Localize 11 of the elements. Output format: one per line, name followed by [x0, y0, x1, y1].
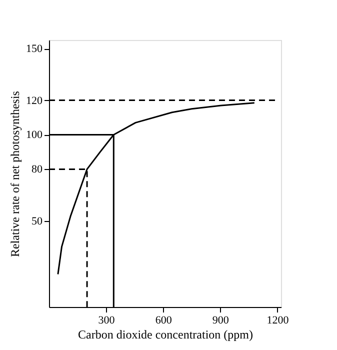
x-tick-label: 600	[155, 314, 172, 326]
y-axis-title: Relative rate of net photosynthesis	[8, 90, 22, 257]
x-tick-label: 1200	[266, 314, 290, 326]
y-tick-label: 80	[32, 164, 43, 176]
y-tick-label: 120	[26, 94, 43, 107]
x-tick-label: 900	[212, 314, 230, 326]
x-axis-title: Carbon dioxide concentration (ppm)	[78, 328, 253, 342]
y-tick-label: 50	[32, 215, 43, 228]
y-tick-label: 150	[26, 43, 43, 56]
x-tick-label: 300	[98, 314, 116, 326]
y-tick-label: 100	[26, 129, 43, 142]
